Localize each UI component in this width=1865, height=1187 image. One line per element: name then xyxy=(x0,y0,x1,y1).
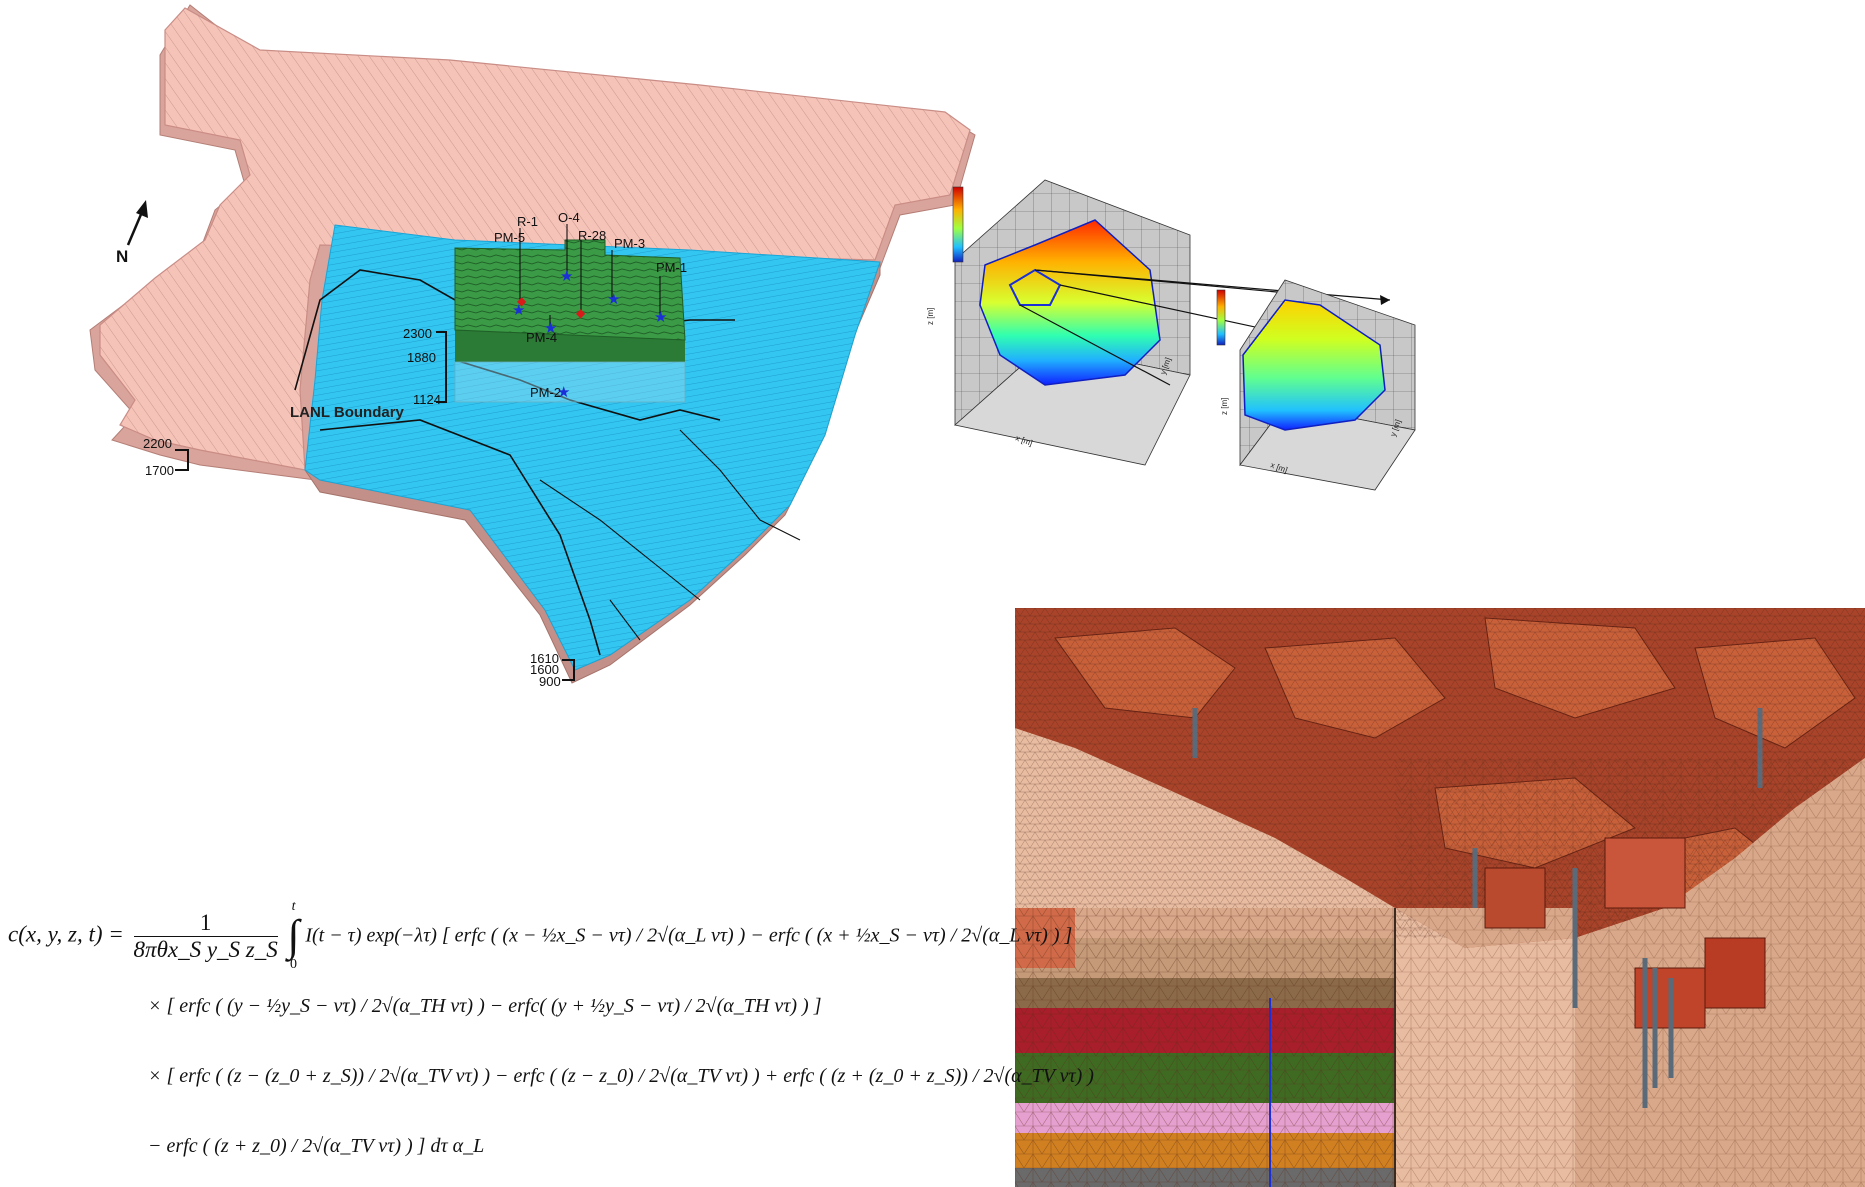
plume-plot-2-colorbar xyxy=(1216,289,1226,346)
elev-right-top: 1610 xyxy=(530,651,559,666)
prefactor-denominator: 8πθx_S y_S z_S xyxy=(133,936,278,962)
equation-line-2: × [ erfc ( (y − ½y_S − vτ) / 2√(α_TH vτ)… xyxy=(148,995,822,1017)
north-arrow-icon xyxy=(126,200,148,246)
elevation-bracket-right xyxy=(562,659,575,681)
elevation-bracket-left xyxy=(175,449,189,471)
integral-upper-limit: t xyxy=(291,899,296,914)
elev-right-mid: 1600 xyxy=(530,662,559,677)
plot2-z-label: z [m] xyxy=(1220,398,1229,415)
elev-left-top: 2200 xyxy=(143,436,172,451)
label-r28: R-28 xyxy=(578,228,606,243)
label-pm2: PM-2 xyxy=(530,385,561,400)
r1-marker: ◆ xyxy=(517,294,527,308)
elev-inner-mid: 1880 xyxy=(407,350,436,365)
plot1-z-label: z [m] xyxy=(926,308,935,325)
equation-line-4: − erfc ( (z + z_0) / 2√(α_TV vτ) ) ] dτ … xyxy=(148,1135,485,1157)
equation-lhs: c(x, y, z, t) = xyxy=(8,921,124,947)
equation-line-1-body: I(t − τ) exp(−λτ) [ erfc ( (x − ½x_S − v… xyxy=(305,924,1073,947)
regional-model-diagram: ★ ◆ ★ ◆ ★ ★ ★ ★ R-1 O-4 R-28 PM-5 PM-3 P… xyxy=(89,4,976,689)
pm3-star: ★ xyxy=(607,291,620,308)
elevation-bracket-inner xyxy=(436,331,447,403)
label-pm5: PM-5 xyxy=(494,230,525,245)
elev-right-bottom: 900 xyxy=(539,674,561,689)
local-model-top xyxy=(454,239,686,341)
arrowhead-1 xyxy=(1380,295,1390,305)
mesh-raised-blocks xyxy=(1484,837,1766,1029)
label-r1: R-1 xyxy=(517,214,538,229)
north-label: N xyxy=(116,247,128,266)
label-pm4: PM-4 xyxy=(526,330,557,345)
stream-lines xyxy=(539,429,801,641)
mesh-cross-section xyxy=(1015,908,1395,1187)
pm4-star: ★ xyxy=(544,320,557,337)
elev-left-bottom: 1700 xyxy=(145,463,174,478)
pm1-star: ★ xyxy=(654,309,667,326)
r28-marker: ◆ xyxy=(576,306,586,320)
mesh-render xyxy=(1015,608,1865,1187)
well-lines xyxy=(519,224,661,330)
plume-plot-2: z [m] x [m] y [m] xyxy=(1216,279,1416,491)
prefactor-numerator: 1 xyxy=(133,910,278,937)
plume-plot-1-colorbar xyxy=(952,186,964,263)
pm5-star: ★ xyxy=(512,302,525,319)
integral-lower-limit: 0 xyxy=(290,957,298,972)
analytical-solution-equation: c(x, y, z, t) = 1 8πθx_S y_S z_S t ∫ 0 I… xyxy=(0,860,1094,1180)
well-markers: ★ ◆ ★ ◆ ★ ★ ★ ★ xyxy=(512,268,667,401)
label-pm1: PM-1 xyxy=(656,260,687,275)
equation-line-1: c(x, y, z, t) = 1 8πθx_S y_S z_S t ∫ 0 I… xyxy=(8,900,1072,972)
mesh-boreholes xyxy=(1192,708,1763,1108)
elev-inner-bottom: 1124 xyxy=(413,392,441,407)
equation-line-3: × [ erfc ( (z − (z_0 + z_S)) / 2√(α_TV v… xyxy=(148,1065,1094,1087)
o4-star: ★ xyxy=(560,268,573,285)
lanl-boundary-label: LANL Boundary xyxy=(290,404,405,421)
pm2-star: ★ xyxy=(557,384,570,401)
site-model-top xyxy=(304,224,881,671)
local-model-glass xyxy=(454,361,686,403)
elev-inner-top: 2300 xyxy=(403,326,432,341)
label-o4: O-4 xyxy=(558,210,580,225)
label-pm3: PM-3 xyxy=(614,236,645,251)
plume-plot-1: z [m] x [m] y [m] xyxy=(926,179,1191,466)
plume-plots: z [m] x [m] y [m] z [m] x [m] y [m] xyxy=(926,179,1416,491)
integral-sign: ∫ xyxy=(287,911,300,960)
